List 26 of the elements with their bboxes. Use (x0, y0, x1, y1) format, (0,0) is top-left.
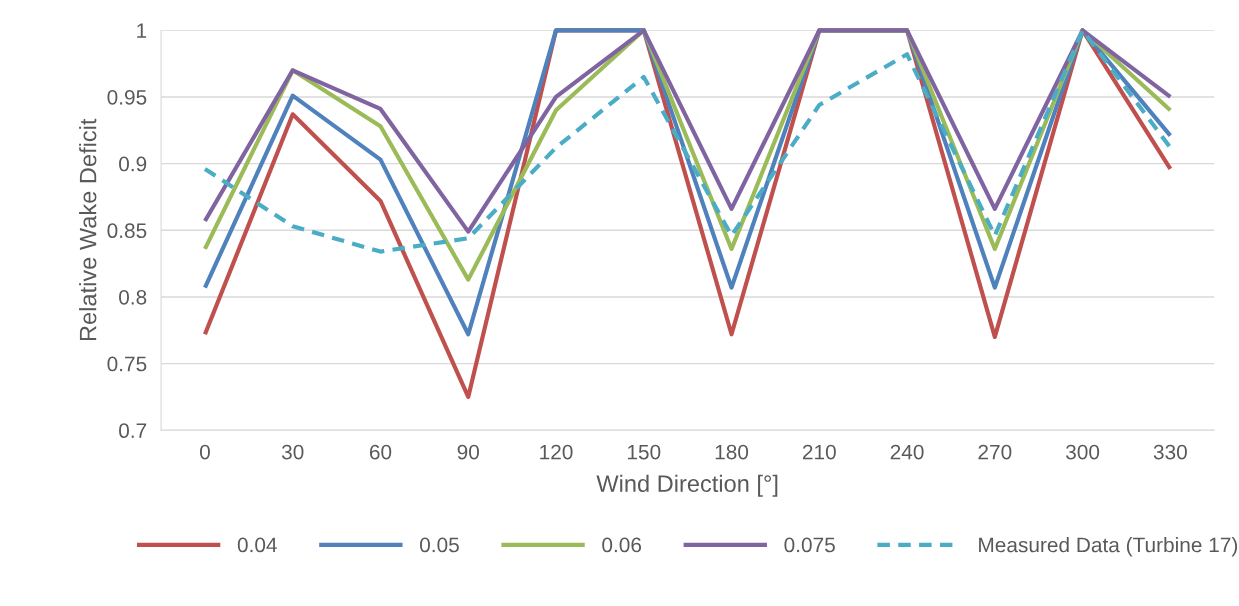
y-tick-label: 0.85 (107, 223, 147, 239)
x-tick-label: 150 (627, 444, 661, 460)
x-tick-label: 330 (1153, 444, 1187, 460)
legend-label: 0.05 (420, 537, 459, 553)
x-tick-label: 180 (715, 444, 749, 460)
y-tick-label: 0.75 (107, 356, 147, 372)
x-tick-label: 120 (540, 444, 573, 460)
x-tick-label: 300 (1065, 444, 1100, 460)
y-axis-title: Relative Wake Deficit (79, 118, 97, 341)
x-tick-label: 60 (369, 444, 392, 460)
y-tick-label: 1 (137, 23, 147, 38)
x-tick-label: 270 (978, 444, 1012, 460)
y-tick-label: 0.95 (107, 89, 147, 105)
y-tick-label: 0.9 (119, 156, 147, 172)
legend-label: Measured Data (Turbine 17) (979, 537, 1238, 557)
legend-label: 0.04 (237, 537, 277, 553)
legend-label: 0.06 (602, 537, 642, 553)
y-tick-label: 0.8 (119, 289, 147, 305)
x-tick-label: 30 (281, 444, 304, 460)
x-tick-label: 210 (802, 444, 836, 460)
legend-label: 0.075 (784, 537, 835, 553)
x-tick-label: 0 (199, 444, 210, 460)
x-tick-label: 240 (890, 444, 924, 460)
x-tick-label: 90 (457, 444, 480, 460)
x-axis-title: Wind Direction [°] (596, 474, 778, 497)
y-tick-label: 0.7 (119, 423, 147, 439)
